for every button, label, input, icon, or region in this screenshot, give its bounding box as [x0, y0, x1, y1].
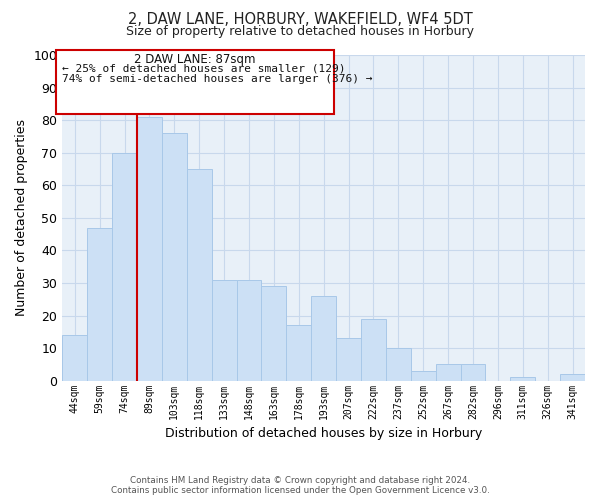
- X-axis label: Distribution of detached houses by size in Horbury: Distribution of detached houses by size …: [165, 427, 482, 440]
- Bar: [461, 364, 485, 380]
- Bar: [137, 117, 162, 380]
- Bar: [286, 326, 311, 380]
- Bar: [187, 169, 212, 380]
- Bar: [262, 286, 286, 380]
- Bar: [112, 152, 137, 380]
- Y-axis label: Number of detached properties: Number of detached properties: [15, 120, 28, 316]
- Bar: [386, 348, 411, 380]
- Bar: [62, 335, 87, 380]
- Bar: [212, 280, 236, 380]
- Bar: [361, 319, 386, 380]
- Bar: [236, 280, 262, 380]
- Bar: [560, 374, 585, 380]
- Text: 74% of semi-detached houses are larger (376) →: 74% of semi-detached houses are larger (…: [62, 74, 373, 84]
- Bar: [436, 364, 461, 380]
- Text: Contains HM Land Registry data © Crown copyright and database right 2024.
Contai: Contains HM Land Registry data © Crown c…: [110, 476, 490, 495]
- Bar: [162, 133, 187, 380]
- Bar: [311, 296, 336, 380]
- Text: ← 25% of detached houses are smaller (129): ← 25% of detached houses are smaller (12…: [62, 64, 346, 74]
- Bar: [336, 338, 361, 380]
- Text: 2, DAW LANE, HORBURY, WAKEFIELD, WF4 5DT: 2, DAW LANE, HORBURY, WAKEFIELD, WF4 5DT: [128, 12, 472, 28]
- Bar: [411, 371, 436, 380]
- Bar: [87, 228, 112, 380]
- Text: Size of property relative to detached houses in Horbury: Size of property relative to detached ho…: [126, 25, 474, 38]
- Bar: [511, 378, 535, 380]
- Text: 2 DAW LANE: 87sqm: 2 DAW LANE: 87sqm: [134, 52, 256, 66]
